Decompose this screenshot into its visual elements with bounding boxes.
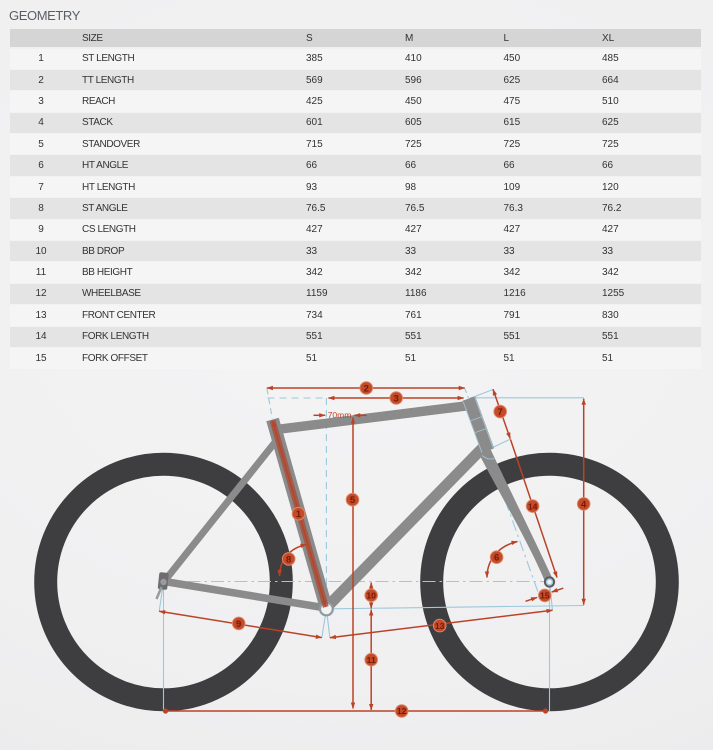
svg-text:70mm: 70mm [328,410,352,420]
svg-text:1: 1 [296,509,302,520]
svg-text:14: 14 [528,501,538,511]
svg-text:3: 3 [394,394,399,405]
svg-text:4: 4 [581,499,587,510]
svg-text:8: 8 [286,554,291,565]
svg-text:7: 7 [498,407,503,418]
svg-text:9: 9 [236,619,241,630]
svg-text:6: 6 [494,553,499,564]
svg-text:15: 15 [540,591,550,601]
svg-text:5: 5 [350,495,356,506]
svg-text:12: 12 [397,706,407,716]
svg-text:11: 11 [367,655,376,665]
svg-text:10: 10 [366,591,376,601]
svg-text:2: 2 [364,384,369,395]
svg-text:13: 13 [435,621,445,631]
